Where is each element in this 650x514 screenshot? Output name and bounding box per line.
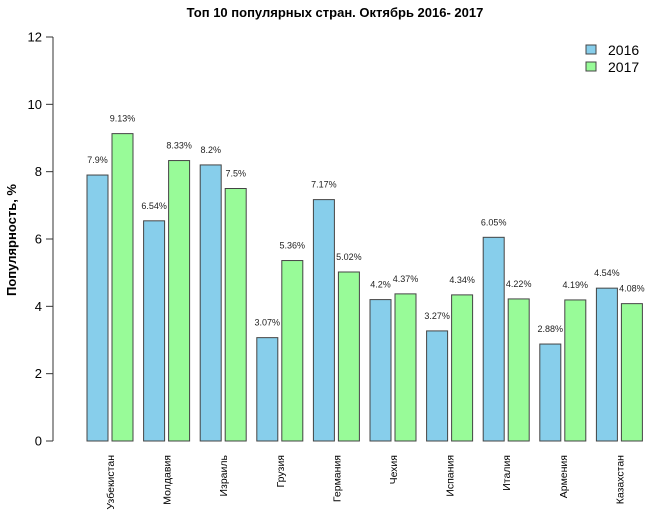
bar-2017: [564, 299, 587, 442]
y-tick-label: 2: [35, 366, 42, 381]
bar-2017: [451, 294, 474, 442]
category-labels: Узбекистан Молдавия Израиль Грузия Германия Ч…: [105, 454, 626, 509]
bar-2017: [507, 298, 530, 442]
data-label: 8.33%: [166, 141, 192, 151]
bar-2017: [224, 188, 247, 442]
data-label: 5.36%: [280, 241, 306, 251]
bars: [86, 133, 643, 442]
bar-2016: [143, 220, 166, 442]
bar-2016: [539, 343, 562, 442]
data-label: 6.05%: [481, 217, 507, 227]
bar-2016: [595, 287, 618, 442]
bar-2016: [482, 236, 505, 442]
category-label: Испания: [445, 455, 457, 497]
y-tick-label: 4: [35, 299, 42, 314]
category-label: Италия: [501, 455, 513, 491]
bar-2017: [111, 133, 134, 442]
y-tick-label: 8: [35, 164, 42, 179]
data-labels: 7.9% 9.13% 6.54% 8.33% 8.2% 7.5% 3.07% 5.36% 7.1…: [87, 114, 644, 334]
bar-2016: [199, 164, 222, 442]
data-label: 4.54%: [594, 268, 620, 278]
data-label: 7.17%: [311, 180, 337, 190]
bar-2016: [256, 337, 279, 442]
data-label: 7.5%: [225, 169, 246, 179]
y-axis-label: Популярность, %: [4, 184, 19, 296]
data-label: 4.34%: [449, 275, 475, 285]
bar-2016: [426, 330, 449, 442]
data-label: 7.9%: [87, 155, 108, 165]
legend-swatch-2016: [585, 44, 597, 55]
category-label: Казахстан: [614, 455, 626, 504]
data-label: 6.54%: [141, 201, 167, 211]
data-label: 4.22%: [506, 279, 532, 289]
y-tick-label: 0: [35, 434, 42, 449]
bar-2017: [281, 260, 304, 442]
category-label: Армения: [558, 455, 570, 498]
y-tick-label: 12: [28, 30, 42, 45]
data-label: 2.88%: [538, 324, 564, 334]
category-label: Узбекистан: [105, 455, 117, 510]
legend-label: 2016: [608, 42, 639, 58]
category-label: Израиль: [218, 454, 230, 496]
data-label: 4.08%: [619, 284, 645, 294]
bar-2017: [394, 293, 417, 442]
data-label: 9.13%: [110, 114, 136, 124]
data-label: 4.2%: [370, 280, 391, 290]
data-label: 4.37%: [393, 274, 419, 284]
data-label: 3.27%: [424, 311, 450, 321]
bar-2017: [168, 160, 191, 442]
bar-2017: [620, 303, 643, 442]
data-label: 5.02%: [336, 252, 362, 262]
bar-2017: [337, 271, 360, 442]
legend-label: 2017: [608, 59, 639, 75]
category-label: Чехия: [388, 455, 400, 484]
bar-2016: [312, 199, 335, 442]
y-tick-label: 6: [35, 232, 42, 247]
category-label: Грузия: [275, 455, 287, 487]
y-axis: 0 2 4 6 8 10 12: [28, 30, 54, 449]
data-label: 4.19%: [563, 280, 589, 290]
y-tick-label: 10: [28, 97, 42, 112]
data-label: 8.2%: [200, 145, 221, 155]
bar-2016: [369, 299, 392, 442]
category-label: Германия: [331, 455, 343, 502]
legend-swatch-2017: [585, 61, 597, 72]
bar-2016: [86, 174, 109, 442]
chart-title: Топ 10 популярных стран. Октябрь 2016- 2…: [187, 5, 484, 20]
category-label: Молдавия: [162, 455, 174, 505]
data-label: 3.07%: [255, 318, 281, 328]
